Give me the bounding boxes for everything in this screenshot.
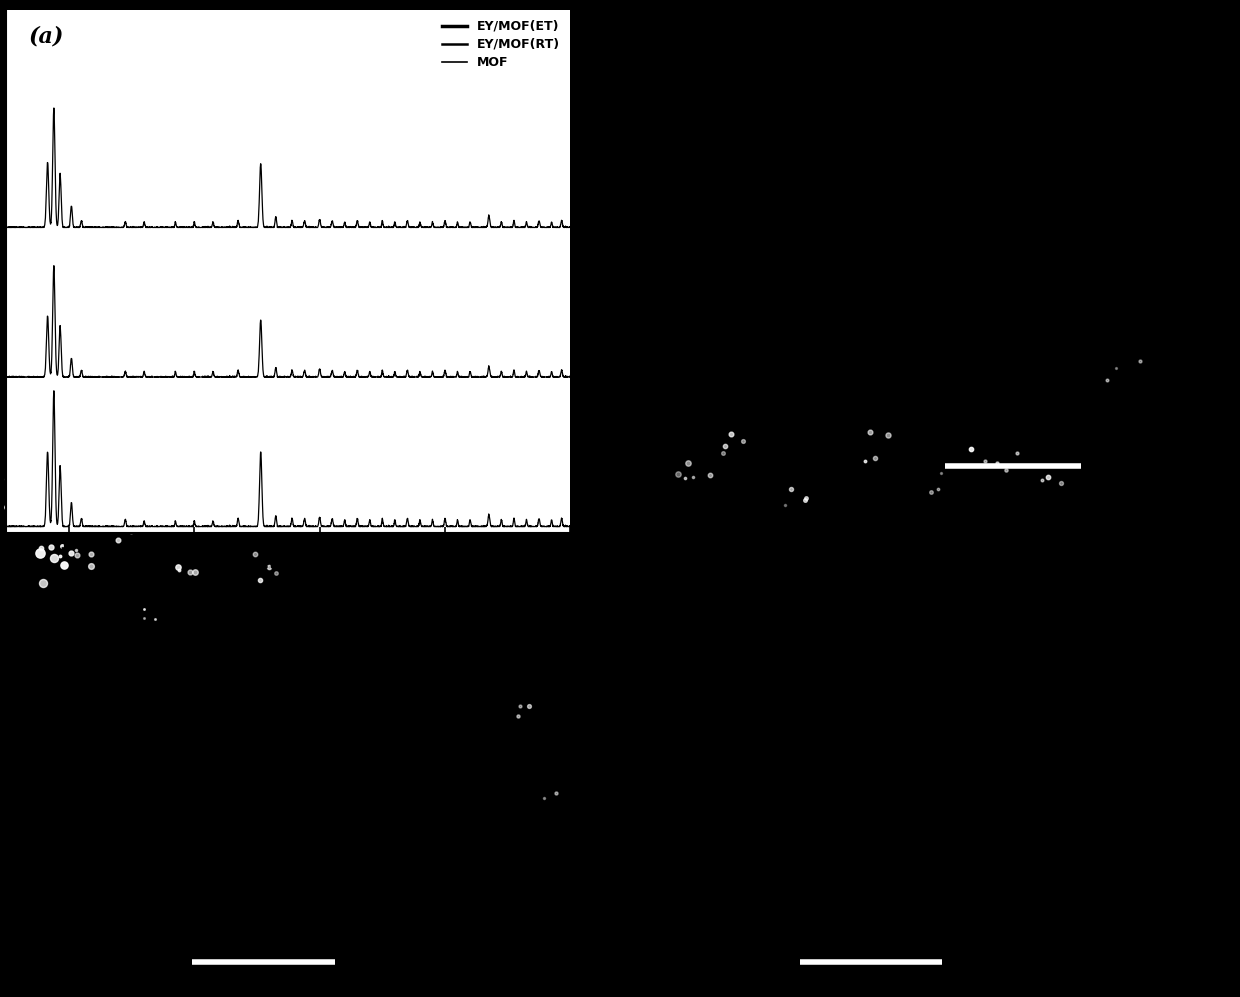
- Y-axis label: intensity/a.u.: intensity/a.u.: [0, 209, 4, 334]
- X-axis label: 2 Theta/degree: 2 Theta/degree: [217, 555, 360, 573]
- Legend: EY/MOF(ET), EY/MOF(RT), MOF: EY/MOF(ET), EY/MOF(RT), MOF: [439, 16, 564, 73]
- Text: (a): (a): [29, 26, 64, 48]
